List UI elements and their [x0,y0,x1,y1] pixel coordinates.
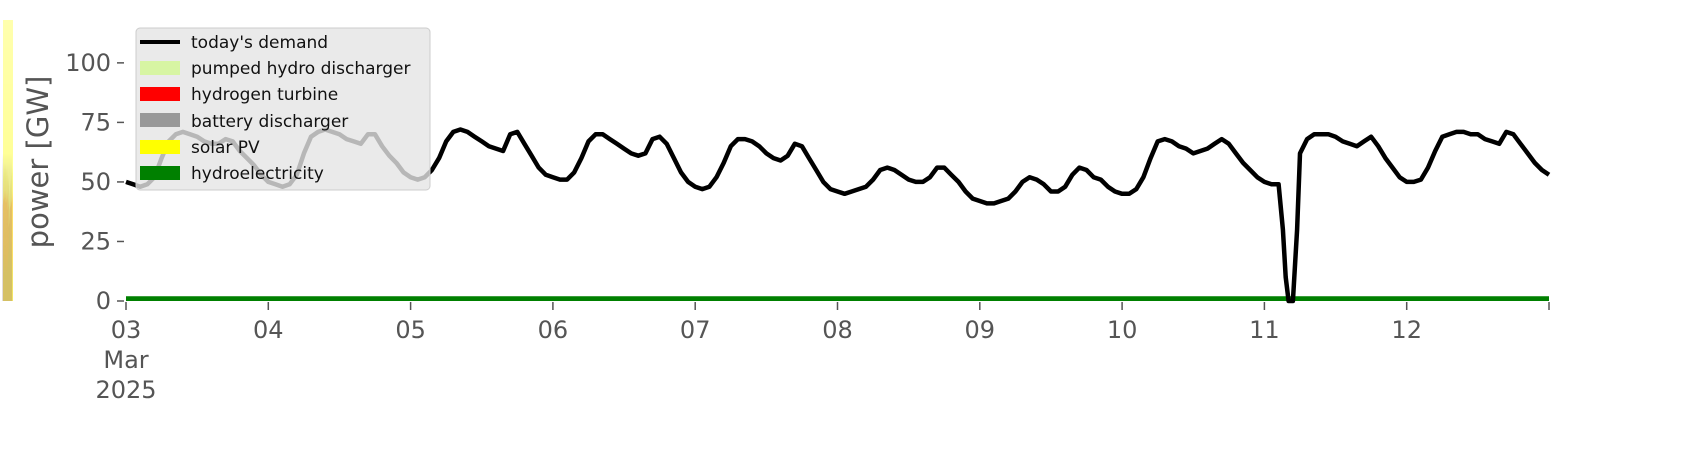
battery-discharger-area [5,153,7,301]
y-tick-label: 0 [96,287,111,315]
x-tick-label: 06 [538,316,569,344]
legend-swatch-pumped-hydro [140,61,180,75]
y-axis-title: power [GW] [21,76,55,249]
x-tick-label: 12 [1391,316,1422,344]
x-tick-label: 03 [111,316,142,344]
x-tick-label: 05 [395,316,426,344]
legend-label-pumped-hydro: pumped hydro discharger [191,59,410,79]
legend-swatch-hydro [140,166,180,180]
battery-discharger-area [7,153,9,301]
battery-discharger-area [8,153,10,301]
legend-label-hydro: hydroelectricity [191,164,324,184]
battery-discharger-area [2,153,4,301]
battery-discharger-area [9,153,11,301]
legend-frame [135,27,431,191]
y-tick-label: 75 [80,108,111,136]
x-tick-year: 2025 [95,376,156,404]
legend-label-battery: battery discharger [191,112,348,132]
x-tick-month: Mar [103,346,148,374]
battery-discharger-area [11,153,13,301]
y-tick-label: 50 [80,168,111,196]
x-tick-label: 07 [680,316,711,344]
x-tick-label: 10 [1107,316,1138,344]
legend-swatch-battery [140,113,180,127]
battery-discharger-area [4,153,6,301]
y-tick-label: 25 [80,227,111,255]
y-tick-label: 100 [65,49,111,77]
battery-discharger-area [10,153,12,301]
hydroelectricity-area [126,296,1549,301]
legend-label-hydrogen: hydrogen turbine [191,85,338,105]
x-tick-label: 04 [253,316,284,344]
legend-swatch-hydrogen [140,87,180,101]
x-tick-label: 08 [822,316,853,344]
legend-label-demand: today's demand [191,33,328,53]
x-tick-label: 09 [965,316,996,344]
battery-discharger-area [3,153,5,301]
legend: today's demand pumped hydro discharger h… [135,27,431,191]
legend-label-solar: solar PV [191,138,260,158]
x-tick-label: 11 [1249,316,1280,344]
battery-discharger-area [6,153,8,301]
legend-swatch-solar [140,140,180,154]
